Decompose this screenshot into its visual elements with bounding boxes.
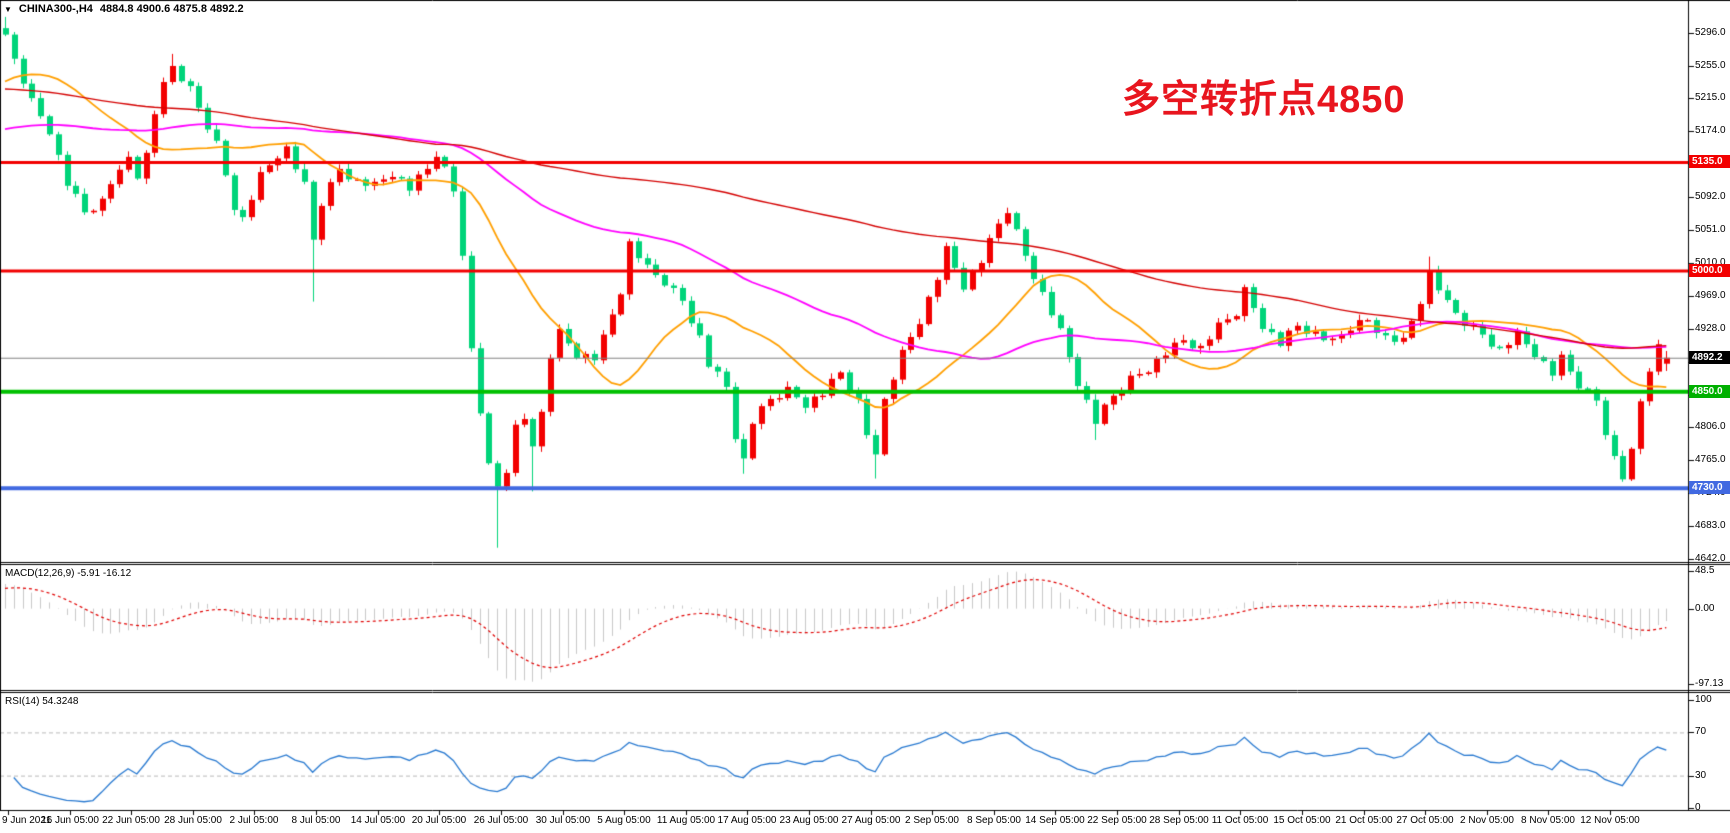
time-tick-label: 8 Nov 05:00	[1521, 815, 1575, 826]
price-line-badge: 5135.0	[1689, 155, 1730, 168]
price-tick-label: 4642.0	[1695, 553, 1726, 564]
price-tick-label: 5010.0	[1695, 257, 1726, 268]
time-tick-label: 8 Sep 05:00	[967, 815, 1021, 826]
macd-axis-label: -97.13	[1695, 678, 1724, 689]
rsi-axis-label: 0	[1695, 802, 1701, 813]
price-tick-label: 4806.0	[1695, 421, 1726, 432]
price-tick-label: 4969.0	[1695, 290, 1726, 301]
price-tick-label: 5092.0	[1695, 191, 1726, 202]
time-tick-label: 14 Sep 05:00	[1025, 815, 1085, 826]
time-tick-label: 11 Aug 05:00	[656, 815, 716, 826]
time-tick-label: 27 Oct 05:00	[1396, 815, 1454, 826]
time-tick-label: 26 Jul 05:00	[473, 815, 529, 826]
quote-bar: ▼ CHINA300-,H4 4884.8 4900.6 4875.8 4892…	[4, 3, 244, 15]
price-tick-label: 5174.0	[1695, 125, 1726, 136]
macd-axis-label: 0.00	[1695, 603, 1715, 614]
price-line-badge: 4730.0	[1689, 481, 1730, 494]
time-tick-label: 8 Jul 05:00	[291, 815, 341, 826]
time-tick-label: 21 Oct 05:00	[1335, 815, 1393, 826]
rsi-label: RSI(14) 54.3248	[5, 696, 79, 707]
annotation-text: 多空转折点4850	[1122, 79, 1406, 121]
time-tick-label: 2 Jul 05:00	[229, 815, 279, 826]
time-tick-label: 16 Jun 05:00	[41, 815, 99, 826]
price-line-badge: 4850.0	[1689, 385, 1730, 398]
price-tick-label: 4765.0	[1695, 454, 1726, 465]
symbol-timeframe-label: CHINA300-,H4	[18, 3, 93, 15]
price-tick-label: 5296.0	[1695, 27, 1726, 38]
time-tick-label: 20 Jul 05:00	[411, 815, 467, 826]
rsi-axis-label: 100	[1695, 694, 1712, 705]
macd-axis-label: 48.5	[1695, 565, 1715, 576]
time-tick-label: 30 Jul 05:00	[535, 815, 591, 826]
time-tick-label: 11 Oct 05:00	[1211, 815, 1269, 826]
macd-label: MACD(12,26,9) -5.91 -16.12	[5, 568, 132, 579]
rsi-axis-label: 70	[1695, 726, 1707, 737]
time-tick-label: 9 Jun 2021	[2, 815, 52, 826]
symbol-dropdown-icon[interactable]: ▼	[4, 4, 12, 14]
time-tick-label: 14 Jul 05:00	[350, 815, 406, 826]
time-tick-label: 5 Aug 05:00	[597, 815, 651, 826]
price-tick-label: 5051.0	[1695, 224, 1726, 235]
price-tick-label: 5215.0	[1695, 92, 1726, 103]
time-tick-label: 23 Aug 05:00	[779, 815, 839, 826]
time-tick-label: 2 Sep 05:00	[905, 815, 959, 826]
price-tick-label: 4928.0	[1695, 323, 1726, 334]
current-price-badge: 4892.2	[1689, 351, 1730, 364]
rsi-axis-label: 30	[1695, 770, 1707, 781]
price-tick-label: 4683.0	[1695, 520, 1726, 531]
time-tick-label: 22 Sep 05:00	[1087, 815, 1147, 826]
price-line-badge: 5000.0	[1689, 264, 1730, 277]
time-tick-label: 12 Nov 05:00	[1580, 815, 1640, 826]
time-tick-label: 28 Jun 05:00	[164, 815, 222, 826]
price-tick-label: 5255.0	[1695, 60, 1726, 71]
time-tick-label: 15 Oct 05:00	[1273, 815, 1331, 826]
time-tick-label: 28 Sep 05:00	[1149, 815, 1209, 826]
time-tick-label: 27 Aug 05:00	[841, 815, 901, 826]
time-tick-label: 2 Nov 05:00	[1460, 815, 1514, 826]
time-tick-label: 22 Jun 05:00	[102, 815, 160, 826]
quote-ohlc: 4884.8 4900.6 4875.8 4892.2	[99, 3, 244, 15]
time-tick-label: 17 Aug 05:00	[717, 815, 777, 826]
